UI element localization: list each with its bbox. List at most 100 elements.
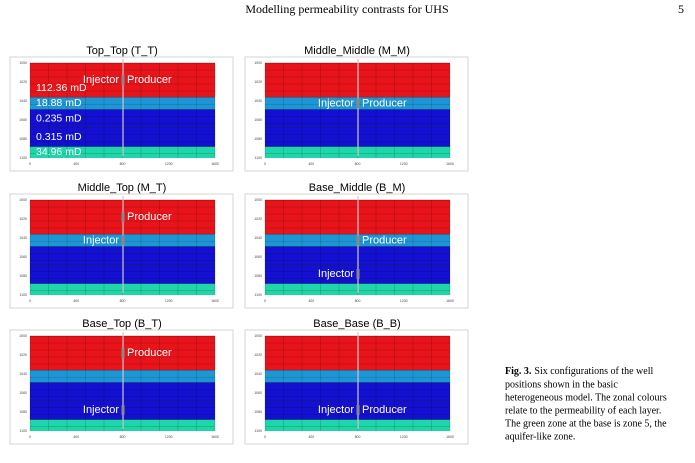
injector-label: Injector [318,404,354,416]
x-tick-label: 1600 [211,299,219,303]
x-tick-label: 1200 [165,299,173,303]
y-tick-label: 1000 [254,198,262,202]
y-tick-label: 1040 [254,236,262,240]
panel: Base_Top (B_T) Injector Producer 0 400 800 120… [9,318,234,445]
x-tick-label: 1200 [400,299,408,303]
caption-line: heterogeneous model. The zonal colours [505,392,667,403]
panel-title: Base_Base (B_B) [313,318,400,330]
caption-line: aquifer-like zone. [505,431,575,442]
zone-label: 0.315 mD [36,131,82,143]
panel: Middle_Middle (M_M) Injector Producer 0 400 8… [244,45,469,172]
well-perforation [121,75,125,86]
y-tick-label: 1100 [19,156,27,160]
producer-label: Producer [362,97,407,109]
y-tick-label: 1080 [254,274,262,278]
zone-label: 34.96 mD [36,146,82,158]
producer-label: Producer [127,347,172,359]
x-tick-label: 0 [29,435,31,439]
y-tick-label: 1040 [19,372,27,376]
y-tick-label: 1080 [19,410,27,414]
well-perforation [121,235,125,246]
y-tick-label: 1060 [254,118,262,122]
producer-label: Producer [362,404,407,416]
well-perforation [356,98,360,109]
x-tick-label: 0 [264,435,266,439]
panel-title: Middle_Middle (M_M) [304,45,410,57]
x-tick-label: 800 [120,162,126,166]
page-number: 5 [678,2,684,16]
panel-frame [9,193,234,309]
y-tick-label: 1020 [19,353,27,357]
panel-frame [9,329,234,445]
caption-line: positions shown in the basic [505,379,618,390]
x-tick-label: 400 [308,435,314,439]
producer-label: Producer [127,74,172,86]
zone-label: 112.36 mD [36,82,87,94]
producer-label: Producer [362,234,407,246]
x-tick-label: 0 [264,162,266,166]
y-tick-label: 1080 [254,137,262,141]
x-tick-label: 0 [29,162,31,166]
zone-label: 0.235 mD [36,112,82,124]
y-tick-label: 1060 [19,255,27,259]
injector-label: Injector [318,268,354,280]
y-tick-label: 1000 [254,334,262,338]
x-tick-label: 1600 [446,162,454,166]
x-tick-label: 800 [355,299,361,303]
y-tick-label: 1060 [254,255,262,259]
y-tick-label: 1080 [19,137,27,141]
x-tick-label: 1600 [211,435,219,439]
y-tick-label: 1060 [19,391,27,395]
x-tick-label: 800 [120,435,126,439]
y-tick-label: 1100 [254,156,262,160]
panel-title: Base_Middle (B_M) [309,182,406,194]
caption-line: Six configurations of the well [534,366,653,377]
panel-title: Base_Top (B_T) [82,318,161,330]
panel-frame [244,193,469,309]
injector-label: Injector [83,404,119,416]
y-tick-label: 1080 [19,274,27,278]
panel-frame [244,329,469,445]
well-perforation [356,269,360,280]
x-tick-label: 400 [308,299,314,303]
well-perforation [121,405,125,416]
x-tick-label: 1600 [446,299,454,303]
x-tick-label: 800 [120,299,126,303]
y-tick-label: 1100 [254,429,262,433]
injector-label: Injector [83,234,119,246]
panel-title: Middle_Top (M_T) [78,182,167,194]
panel: Base_Middle (B_M) Injector Producer 0 400 800… [244,182,469,309]
y-tick-label: 1020 [19,80,27,84]
well-perforation [121,212,125,223]
header-title: Modelling permeability contrasts for UHS [245,2,448,16]
producer-label: Producer [127,211,172,223]
injector-label: Injector [83,74,119,86]
panel: Top_Top (T_T) Injector Producer 112.36 mD 18… [9,45,234,172]
x-tick-label: 1600 [446,435,454,439]
caption-label: Fig. 3. [505,366,532,377]
well-perforation [121,348,125,359]
y-tick-label: 1000 [19,198,27,202]
x-tick-label: 800 [355,435,361,439]
y-tick-label: 1040 [19,236,27,240]
zone-label: 18.88 mD [36,97,82,109]
y-tick-label: 1020 [19,217,27,221]
y-tick-label: 1040 [254,372,262,376]
x-tick-label: 0 [29,299,31,303]
panel-frame [244,56,469,172]
y-tick-label: 1020 [254,217,262,221]
x-tick-label: 400 [73,162,79,166]
y-tick-label: 1100 [254,293,262,297]
x-tick-label: 400 [308,162,314,166]
y-tick-label: 1060 [254,391,262,395]
y-tick-label: 1000 [254,61,262,65]
caption-first-line: Fig. 3. Six configurations of the well [505,366,653,377]
x-tick-label: 1200 [165,162,173,166]
panel: Middle_Top (M_T) Injector Producer 0 400 800 1… [9,182,234,309]
y-tick-label: 1000 [19,61,27,65]
panel-frame [9,56,234,172]
y-tick-label: 1020 [254,80,262,84]
x-tick-label: 1200 [165,435,173,439]
y-tick-label: 1000 [19,334,27,338]
